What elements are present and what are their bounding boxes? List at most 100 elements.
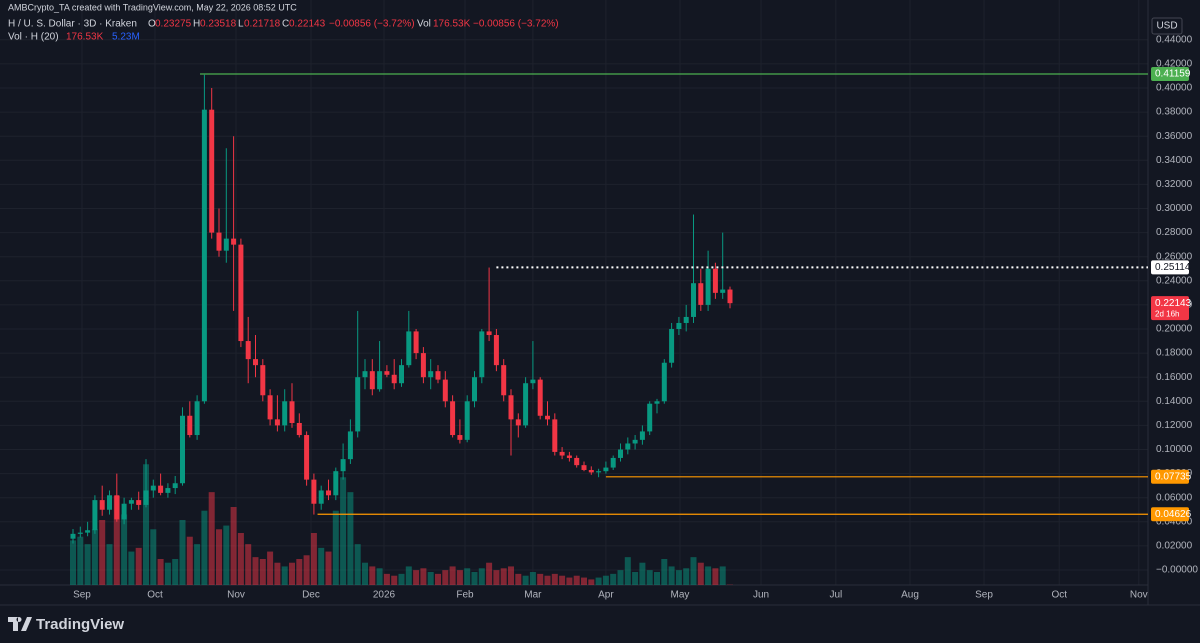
volume-bar — [515, 573, 522, 585]
candle-body — [77, 532, 83, 534]
legend-text: 0.21718 — [244, 19, 281, 30]
x-tick-label: Dec — [302, 590, 320, 601]
candle-body — [223, 238, 229, 251]
volume-bar — [172, 559, 179, 585]
volume-bar — [135, 547, 142, 585]
volume-bar — [610, 573, 617, 585]
candle-body — [428, 371, 434, 378]
volume-bar — [690, 557, 697, 585]
volume-bar — [413, 570, 420, 585]
x-tick-label: Jun — [753, 590, 769, 601]
y-tick-label: 0.38000 — [1156, 107, 1193, 118]
currency[interactable]: USD — [1156, 21, 1177, 32]
candle-body — [464, 401, 470, 440]
volume-bar — [646, 570, 653, 585]
x-tick-label: Nov — [1130, 590, 1148, 601]
candle-body — [143, 490, 149, 505]
candle-body — [369, 371, 375, 390]
candle-body — [347, 431, 353, 460]
candle-body — [457, 435, 463, 440]
candle-body — [406, 331, 412, 366]
legend-text: 0.23518 — [200, 19, 237, 30]
volume-bar — [376, 568, 383, 585]
volume-bar — [683, 568, 690, 585]
legend-text: 176.53K — [433, 19, 471, 30]
volume-bar — [157, 559, 164, 585]
volume-bar — [340, 477, 347, 585]
y-tick-label: 0.24000 — [1156, 275, 1193, 286]
volume-bar — [237, 533, 244, 585]
volume-bar — [654, 572, 661, 585]
candle-body — [326, 490, 332, 496]
x-tick-label: Apr — [598, 590, 614, 601]
legend-text: −0.00856 (−3.72%) — [329, 19, 415, 30]
volume-bar — [675, 570, 682, 585]
volume-bar — [581, 577, 588, 585]
volume-bar — [201, 510, 208, 585]
candle-body — [479, 331, 485, 378]
volume-bar — [464, 568, 471, 585]
candle-body — [632, 439, 638, 444]
candle-body — [508, 395, 514, 420]
legend-text: L — [238, 19, 244, 30]
volume-bar — [544, 575, 551, 585]
volume-bar — [456, 570, 463, 585]
currency-box[interactable] — [1151, 17, 1183, 35]
candle-body — [231, 238, 237, 245]
candle-body — [413, 331, 419, 354]
ohlc-legend: O 0.23275 H 0.23518 L 0.21718 C 0.22143 −0.00856… — [148, 19, 559, 30]
volume-bar — [84, 544, 91, 585]
y-tick-label: 0.16000 — [1156, 372, 1193, 383]
candle-body — [296, 422, 302, 436]
candle-body — [574, 457, 580, 466]
candle-body — [209, 109, 215, 233]
y-tick-label: 0.26000 — [1156, 251, 1193, 262]
logo-icon — [8, 617, 32, 631]
last-price: 0.22143 — [1155, 298, 1192, 309]
legend-text: Vol — [417, 19, 431, 30]
y-tick-label: 0.28000 — [1156, 227, 1193, 238]
candle-body — [355, 377, 361, 432]
volume-bar — [77, 536, 84, 585]
volume-bar — [449, 566, 456, 585]
candle-body — [661, 362, 667, 402]
price-tag — [1151, 296, 1189, 321]
brand: TradingView — [36, 616, 124, 633]
volume-bar — [354, 544, 361, 585]
volume-bar — [427, 572, 434, 585]
volume-bar — [639, 562, 646, 585]
x-tick-label: Aug — [901, 590, 919, 601]
volume-bar — [369, 566, 376, 585]
candle-body — [625, 443, 631, 450]
volume-bar — [537, 573, 544, 585]
y-tick-label: 0.04000 — [1156, 516, 1193, 527]
y-tick-label: 0.42000 — [1156, 59, 1193, 70]
volume-bar — [289, 562, 296, 585]
vol-ma-value: 5.23M — [112, 32, 140, 43]
candle-body — [391, 374, 397, 384]
candle-body — [92, 500, 98, 531]
candle-body — [588, 469, 594, 473]
x-tick-label: 2026 — [373, 590, 396, 601]
volume-bar — [143, 464, 150, 585]
volume-bar — [245, 544, 252, 585]
candle-body — [362, 371, 368, 378]
volume-bar — [632, 572, 639, 585]
candle-body — [486, 331, 492, 336]
y-tick-label: 0.18000 — [1156, 348, 1193, 359]
candle-body — [121, 503, 127, 520]
volume-bar — [508, 566, 515, 585]
candle-body — [107, 495, 113, 510]
brand-logo: TradingView — [8, 616, 124, 633]
candle-body — [194, 401, 200, 436]
volume-bar — [347, 492, 354, 585]
credit: AMBCrypto_TA created with TradingView.co… — [8, 2, 297, 12]
y-tick-label: 0.40000 — [1156, 83, 1193, 94]
candle-body — [311, 479, 317, 504]
candle-body — [581, 465, 587, 470]
legend-text: 0.22143 — [289, 19, 326, 30]
candle-body — [238, 244, 244, 342]
volume-bar — [697, 562, 704, 585]
